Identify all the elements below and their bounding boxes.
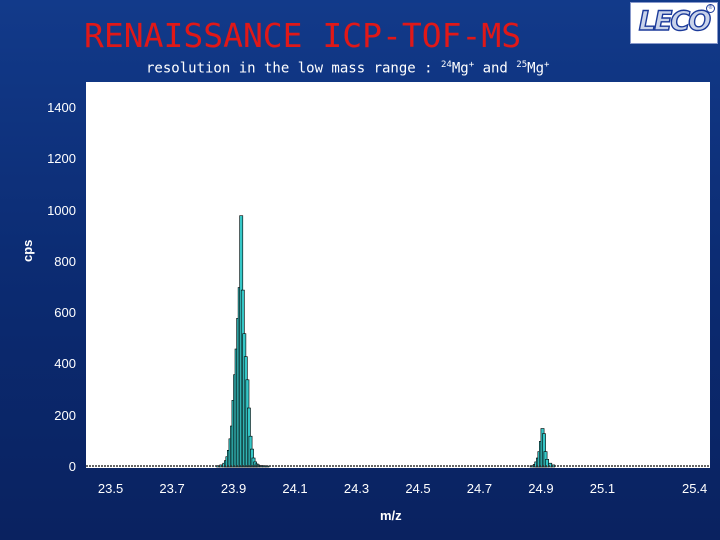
y-tick-label: 200: [54, 407, 76, 423]
logo-text: LECO: [638, 5, 712, 37]
x-tick-label: 23.9: [220, 481, 247, 496]
y-tick-label: 0: [68, 459, 76, 474]
x-tick-label: 25.4: [681, 481, 708, 496]
x-tick-label: 24.7: [466, 481, 493, 496]
subtitle-and: and: [474, 60, 517, 77]
y-tick-label: 1400: [47, 100, 76, 115]
charge-plus: +: [468, 60, 475, 70]
x-tick-label: 24.1: [282, 481, 308, 496]
element-mg-2: Mg: [527, 60, 544, 77]
peak-annotation-species: 24Mg+: [288, 338, 338, 364]
x-tick-label: 25.1: [589, 481, 616, 496]
x-tick-label: 24.3: [343, 481, 370, 496]
annotation-isotope: 24: [288, 338, 303, 353]
element-mg: Mg: [451, 60, 469, 77]
y-tick-label: 400: [54, 356, 76, 372]
registered-mark: ®: [706, 4, 715, 13]
slide-subtitle: resolution in the low mass range : 24Mg+…: [146, 60, 549, 77]
x-tick-label: 24.5: [405, 481, 431, 496]
y-axis-label: cps: [20, 239, 35, 262]
subtitle-text: resolution in the low mass range :: [146, 60, 442, 77]
y-tick-label: 1200: [47, 151, 76, 167]
isotope-25: 25: [516, 60, 528, 70]
annotation-element: Mg: [302, 340, 331, 363]
leco-logo: LECO ®: [630, 2, 718, 44]
x-axis-label: m/z: [380, 508, 402, 523]
slide-title: RENAISSANCE ICP-TOF-MS: [84, 16, 522, 55]
y-tick-label: 600: [54, 305, 76, 321]
x-tick-label: 23.5: [97, 481, 124, 496]
annotation-charge: +: [330, 338, 338, 353]
x-tick-label: 23.7: [159, 481, 185, 496]
x-tick-label: 24.9: [528, 481, 554, 496]
isotope-24: 24: [441, 60, 452, 70]
y-tick-label: 800: [54, 253, 76, 269]
peak-annotation-delta: Δm = 0.073 amu: [288, 368, 436, 390]
charge-plus-2: +: [544, 60, 550, 70]
bar-series: [216, 215, 556, 468]
plot-area: [86, 82, 710, 468]
y-tick-label: 1000: [47, 202, 76, 218]
